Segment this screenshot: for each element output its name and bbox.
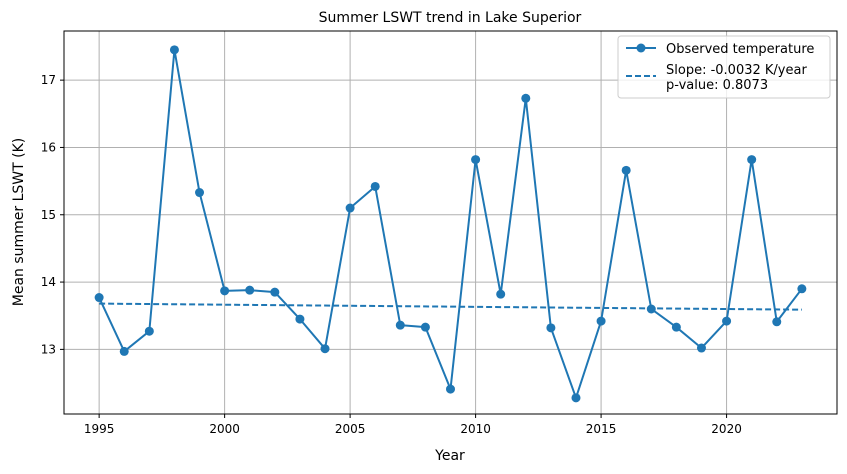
observed-temperature-point xyxy=(671,322,681,332)
x-tick-label: 2020 xyxy=(711,422,742,436)
observed-temperature-point xyxy=(370,181,380,191)
observed-temperature-point xyxy=(797,284,807,294)
plot-frame xyxy=(63,30,838,415)
observed-temperature-point xyxy=(320,344,330,354)
observed-temperature-point xyxy=(94,293,104,303)
y-tick-label: 15 xyxy=(41,208,56,222)
observed-temperature-point xyxy=(596,316,606,326)
y-tick-label: 17 xyxy=(41,73,56,87)
trend-line xyxy=(99,302,802,311)
observed-temperature-point xyxy=(169,45,179,55)
observed-temperature-point xyxy=(270,287,280,297)
observed-temperature-point xyxy=(220,286,230,296)
x-tick-label: 2010 xyxy=(460,422,491,436)
observed-temperature-point xyxy=(195,188,205,198)
observed-temperature-point xyxy=(521,93,531,103)
y-tick-label: 13 xyxy=(41,342,56,356)
observed-temperature-point xyxy=(144,326,154,336)
observed-temperature-point xyxy=(119,346,129,356)
observed-temperature-point xyxy=(571,393,581,403)
observed-temperature-point xyxy=(446,384,455,394)
observed-temperature-point xyxy=(621,165,631,175)
x-tick-label: 2000 xyxy=(209,422,240,436)
observed-temperature-point xyxy=(471,155,481,165)
y-tick-label: 14 xyxy=(41,275,56,289)
observed-temperature-point xyxy=(546,323,556,333)
legend-box xyxy=(617,35,831,99)
legend-label-observed: Observed temperature xyxy=(666,42,814,57)
observed-temperature-point xyxy=(245,285,255,295)
observed-temperature-point xyxy=(722,316,732,326)
legend: Observed temperature Slope: -0.0032 K/ye… xyxy=(617,35,831,99)
observed-temperature-point xyxy=(295,314,305,324)
x-tick-label: 2005 xyxy=(335,422,366,436)
observed-temperature-point xyxy=(395,320,405,330)
observed-temperature-point xyxy=(696,343,706,353)
legend-label-trend-line: Slope: -0.0032 K/year xyxy=(666,63,807,78)
chart-title: Summer LSWT trend in Lake Superior xyxy=(319,10,582,26)
legend-label-trend-line: p-value: 0.8073 xyxy=(666,78,768,93)
x-tick-label: 1995 xyxy=(84,422,115,436)
observed-temperature-point xyxy=(345,203,355,213)
legend-marker-observed xyxy=(636,43,646,53)
x-axis-label: Year xyxy=(434,448,465,464)
observed-temperature-point xyxy=(646,304,656,314)
y-tick-label: 16 xyxy=(41,140,56,154)
observed-temperature-point xyxy=(496,289,506,299)
legend-label-trend: Slope: -0.0032 K/year p-value: 0.8073 xyxy=(666,63,807,93)
plot-series xyxy=(94,45,807,403)
observed-temperature-point xyxy=(747,155,757,165)
x-tick-label: 2015 xyxy=(586,422,617,436)
observed-temperature-point xyxy=(420,322,430,332)
y-axis-label: Mean summer LSWT (K) xyxy=(11,138,27,307)
observed-temperature-point xyxy=(772,317,782,327)
axes: 1995 2000 2005 2010 2015 2020 13 14 15 16 17 xyxy=(41,73,742,436)
